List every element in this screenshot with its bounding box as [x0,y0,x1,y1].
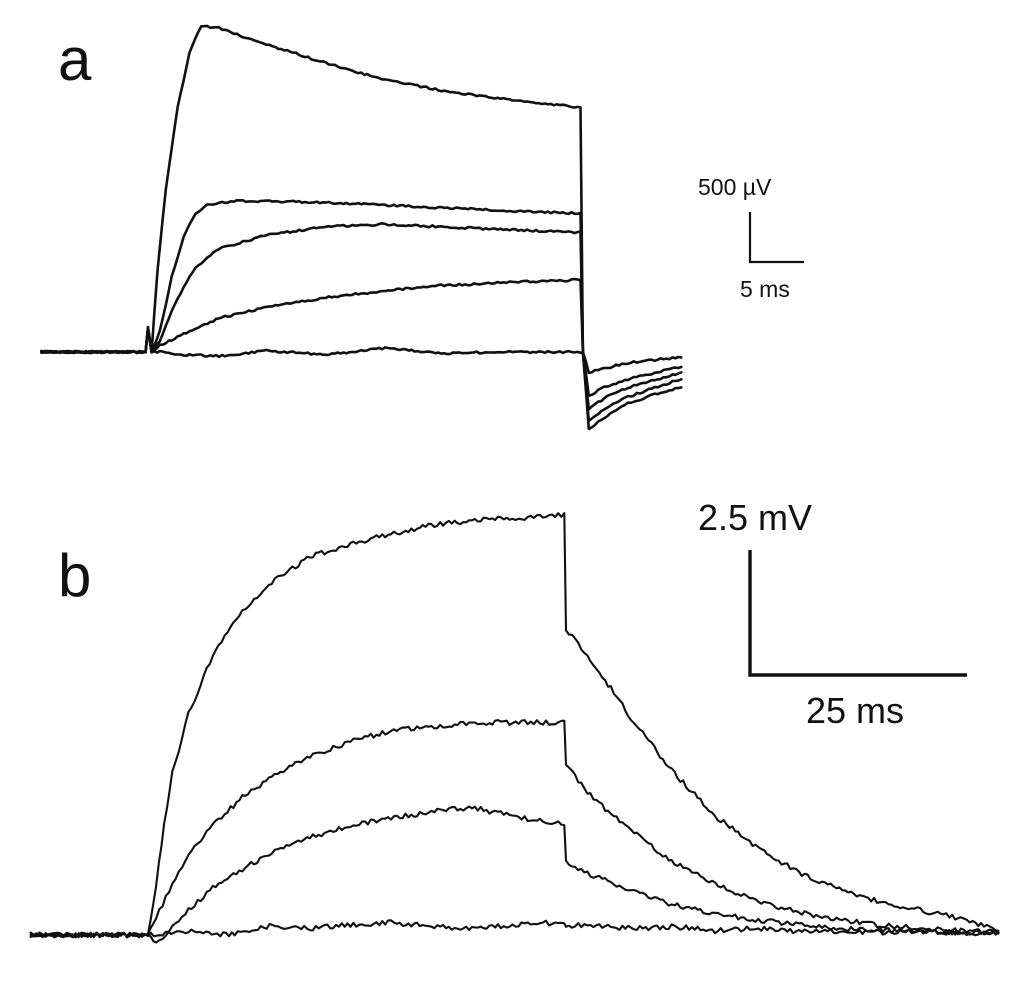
panel-b-trace-3 [29,719,1000,939]
scale-bar-b-lines [748,550,967,677]
scale-bar-a: 500 µV 5 ms [698,174,804,302]
panel-a: a 500 µV 5 ms [40,24,804,431]
scale-bar-b-x-label: 25 ms [806,690,904,731]
panel-b-traces [29,512,1000,944]
panel-b-letter: b [58,542,91,609]
panel-b-trace-2 [29,805,1000,944]
panel-a-traces [40,24,683,431]
scale-bar-a-lines [748,212,804,264]
scale-bar-a-y-label: 500 µV [698,174,772,200]
panel-a-letter: a [58,26,92,93]
panel-b-trace-1 [29,919,1000,939]
scale-bar-b-y-label: 2.5 mV [698,497,812,538]
panel-b-trace-4 [29,512,1000,939]
scale-bar-a-x-label: 5 ms [740,276,790,302]
scale-bar-b: 2.5 mV 25 ms [698,497,967,731]
panel-b: b 2.5 mV 25 ms [29,497,1000,944]
panel-a-trace-5 [40,24,683,431]
